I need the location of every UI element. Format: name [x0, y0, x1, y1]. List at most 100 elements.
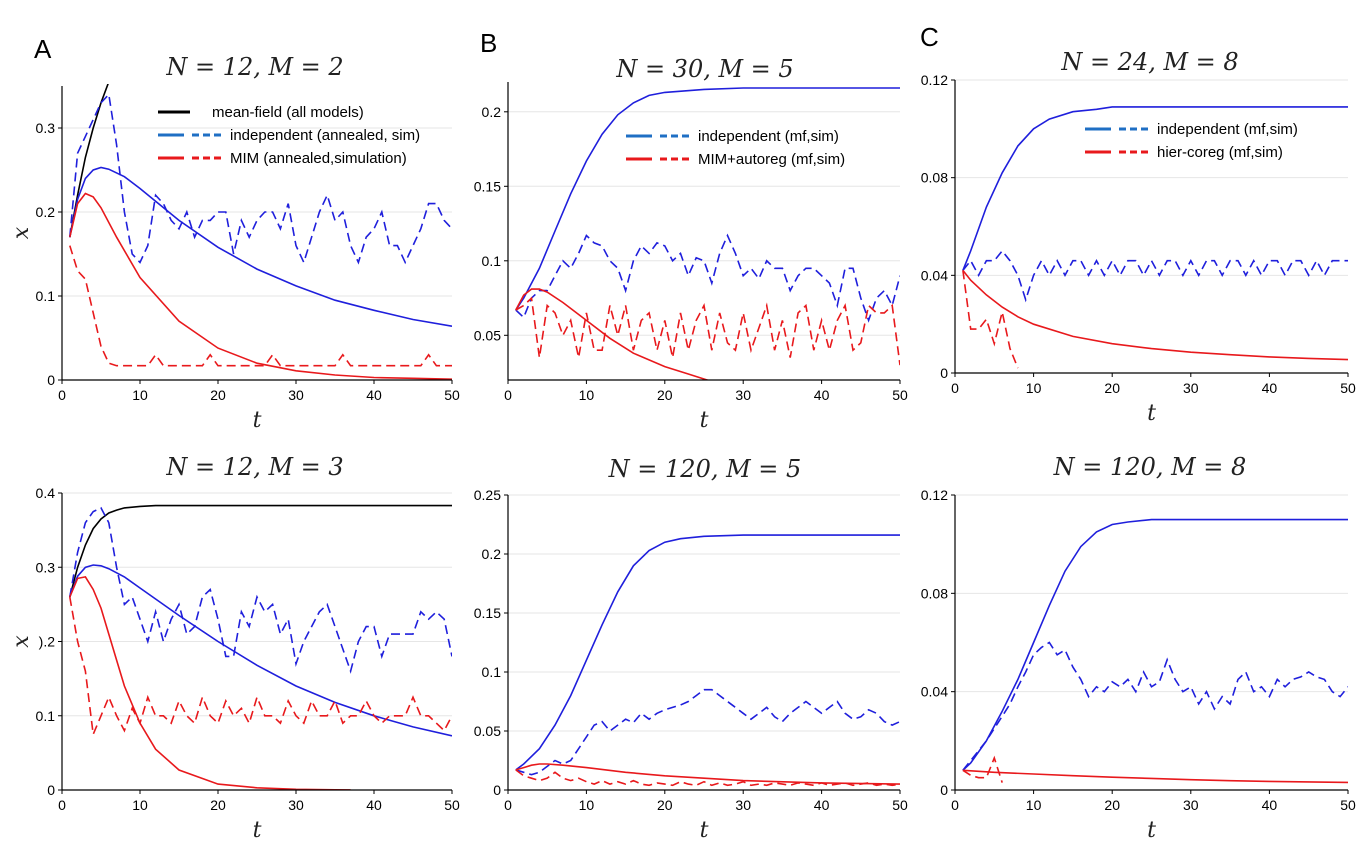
panel-letter-b: B — [480, 28, 497, 58]
chart-title: N = 12, M = 3 — [165, 453, 343, 481]
legend-label: independent (mf,sim) — [698, 128, 839, 145]
chart-panel-5: 0 0.05 0.1 0.15 0.2 0.25 0 10 20 30 40 50 N = 120, M… — [474, 455, 908, 843]
x-tick-label: 40 — [814, 387, 830, 403]
x-tick-label: 10 — [1026, 380, 1042, 396]
series-line-4 — [69, 192, 452, 380]
y-tick-label: 0.08 — [921, 170, 948, 186]
x-axis-label: t — [700, 818, 709, 843]
y-tick-label: 0.04 — [921, 267, 948, 283]
y-tick-label: 0.12 — [921, 487, 948, 503]
y-tick-label: 0.3 — [36, 120, 56, 136]
x-tick-label: 10 — [132, 387, 148, 403]
legend-entry: MIM (annealed,simulation) — [158, 150, 407, 167]
legend-label: MIM (annealed,simulation) — [230, 150, 407, 167]
x-tick-label: 50 — [892, 797, 908, 813]
x-tick-label: 30 — [735, 387, 751, 403]
series-line-3 — [69, 92, 452, 265]
chart-title: N = 120, M = 5 — [608, 455, 802, 483]
x-axis-label: t — [253, 818, 262, 843]
x-tick-label: 0 — [504, 387, 512, 403]
y-tick-label: 0.04 — [921, 684, 948, 700]
legend-label: hier-coreg (mf,sim) — [1157, 144, 1283, 161]
series-line-1 — [515, 87, 900, 311]
y-tick-label: 0 — [940, 365, 948, 381]
x-tick-label: 30 — [1183, 797, 1199, 813]
x-tick-label: 0 — [58, 797, 66, 813]
y-tick-label: 0.05 — [474, 723, 501, 739]
series-line-3 — [515, 288, 710, 380]
x-tick-label: 40 — [814, 797, 830, 813]
legend-label: mean-field (all models) — [212, 104, 364, 121]
series-line-4 — [962, 755, 1003, 783]
x-axis-label: t — [1147, 401, 1156, 426]
legend-entry: hier-coreg (mf,sim) — [1085, 144, 1283, 161]
panel-letter-a: A — [34, 34, 52, 64]
y-tick-label: 0.2 — [36, 204, 56, 220]
series-line-5 — [69, 245, 452, 367]
x-tick-label: 50 — [1340, 380, 1356, 396]
y-tick-label: 0.15 — [474, 178, 501, 194]
chart-title: N = 24, M = 8 — [1060, 48, 1238, 76]
x-tick-label: 50 — [892, 387, 908, 403]
legend-entry: independent (mf,sim) — [1085, 121, 1298, 138]
x-tick-label: 30 — [735, 797, 751, 813]
y-tick-label: 0.05 — [474, 327, 501, 343]
panel-letter-c: C — [920, 22, 939, 52]
x-tick-label: 30 — [288, 797, 304, 813]
legend-entry: mean-field (all models) — [158, 104, 364, 121]
series-line-4 — [515, 296, 900, 366]
x-axis-label: t — [253, 408, 262, 433]
y-tick-label: 0 — [493, 782, 501, 798]
x-tick-label: 20 — [210, 797, 226, 813]
x-tick-label: 20 — [210, 387, 226, 403]
series-line-2 — [69, 564, 452, 737]
x-tick-label: 0 — [951, 797, 959, 813]
series-line-2 — [962, 641, 1348, 771]
chart-panel-6: 0 0.04 0.08 0.12 0 10 20 30 40 50 N = 120, M = 8 t — [921, 453, 1356, 843]
series-line-1 — [515, 534, 900, 771]
series-line-3 — [962, 269, 1348, 361]
series-line-1 — [69, 504, 452, 598]
y-tick-label: 0.08 — [921, 585, 948, 601]
x-tick-label: 50 — [1340, 797, 1356, 813]
legend-entry: independent (annealed, sim) — [158, 127, 420, 144]
legend-label: independent (annealed, sim) — [230, 127, 420, 144]
chart-title: N = 30, M = 5 — [615, 55, 793, 83]
x-axis-label: t — [1147, 818, 1156, 843]
x-tick-label: 20 — [657, 387, 673, 403]
y-tick-label: 0.1 — [482, 253, 502, 269]
y-tick-label: 0.1 — [36, 288, 56, 304]
legend-entry: MIM+autoreg (mf,sim) — [626, 151, 845, 168]
x-tick-label: 20 — [1104, 380, 1120, 396]
series-line-3 — [515, 763, 900, 785]
chart-title: N = 120, M = 8 — [1053, 453, 1247, 481]
x-tick-label: 20 — [1104, 797, 1120, 813]
series-line-3 — [69, 506, 452, 674]
series-line-2 — [515, 688, 900, 776]
series-line-1 — [962, 106, 1348, 271]
x-tick-label: 40 — [366, 387, 382, 403]
y-tick-label: 0.3 — [36, 559, 56, 575]
x-tick-label: 50 — [444, 797, 460, 813]
x-tick-label: 0 — [504, 797, 512, 813]
series-line-3 — [962, 769, 1348, 784]
y-tick-label: 0.4 — [36, 485, 56, 501]
series-line-2 — [515, 233, 900, 323]
x-tick-label: 50 — [444, 387, 460, 403]
y-tick-label: 0.15 — [474, 605, 501, 621]
x-tick-label: 30 — [1183, 380, 1199, 396]
chart-title: N = 12, M = 2 — [165, 53, 343, 81]
x-tick-label: 10 — [1026, 797, 1042, 813]
y-tick-label: ).2 — [39, 634, 56, 650]
y-tick-label: 0 — [47, 782, 55, 798]
y-axis-label: x — [9, 635, 34, 648]
x-tick-label: 10 — [579, 387, 595, 403]
x-tick-label: 20 — [657, 797, 673, 813]
series-line-2 — [69, 166, 452, 327]
y-tick-label: 0.1 — [36, 708, 56, 724]
y-tick-label: 0.2 — [482, 546, 502, 562]
x-tick-label: 40 — [1262, 380, 1278, 396]
x-tick-label: 10 — [132, 797, 148, 813]
series-line-5 — [69, 596, 452, 738]
